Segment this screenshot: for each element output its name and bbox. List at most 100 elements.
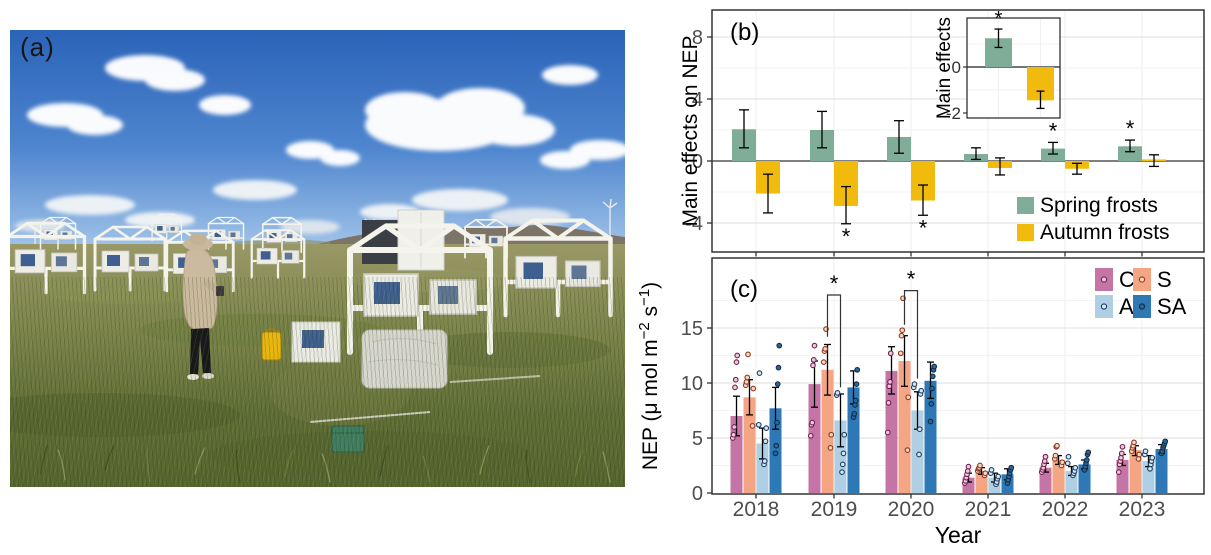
sig-asterisk: * xyxy=(842,224,851,249)
ground-pipe xyxy=(449,375,541,383)
data-point-SA-2018 xyxy=(773,442,780,449)
data-point-A-2021 xyxy=(988,467,995,473)
data-point-A-2023 xyxy=(1149,454,1156,461)
data-point-C-2020 xyxy=(887,379,893,385)
panel-c-label: (c) xyxy=(730,276,758,303)
legend-label-S: S xyxy=(1157,267,1172,292)
panel-c-chart: * * 0 5 10 15 2018 2019 2020 2021 2022 2023 Year (c) N… xyxy=(636,257,1205,548)
data-point-A-2018 xyxy=(761,458,768,464)
bar-S-2020 xyxy=(898,361,911,493)
data-point-C-2022 xyxy=(1041,458,1048,464)
tarp-covered-unit xyxy=(361,329,448,389)
shoe xyxy=(202,373,214,379)
data-point-S-2023 xyxy=(1131,439,1137,446)
data-point-A-2020 xyxy=(911,381,918,387)
bar-SA-2023 xyxy=(1155,449,1168,493)
y-tick-label: 8 xyxy=(692,27,703,49)
x-tick-label-2023: 2023 xyxy=(1119,498,1166,521)
data-point-S-2021 xyxy=(982,470,989,477)
data-point-C-2018 xyxy=(732,376,739,383)
data-point-SA-2019 xyxy=(852,402,858,408)
data-point-C-2020 xyxy=(885,399,892,406)
grass-blades xyxy=(39,445,611,483)
x-tick-label-2022: 2022 xyxy=(1042,498,1089,521)
legend-key-spring-frosts xyxy=(1017,197,1034,214)
data-point-SA-2021 xyxy=(1008,464,1015,471)
data-point-S-2019 xyxy=(828,431,835,438)
x-tick-label-2020: 2020 xyxy=(888,498,935,521)
data-point-A-2018 xyxy=(756,370,763,376)
ground-pipe xyxy=(309,411,431,423)
bar-C-2023 xyxy=(1116,460,1129,493)
panel-b-label: (b) xyxy=(730,19,759,46)
researcher xyxy=(182,233,224,380)
y-tick-label: 0 xyxy=(692,151,703,173)
panel-c-y-axis-title: NEP (μ mol m−2 s−1) xyxy=(636,282,662,470)
sig-asterisk: * xyxy=(995,8,1003,30)
sig-asterisk: * xyxy=(919,215,928,240)
instrument-box xyxy=(291,321,341,363)
inset-y-tick-label: 0 xyxy=(952,58,961,77)
bar-C-2019 xyxy=(808,384,821,493)
data-point-S-2020 xyxy=(898,332,905,339)
data-point-C-2023 xyxy=(1118,454,1124,461)
data-point-C-2018 xyxy=(731,424,738,430)
data-point-SA-2018 xyxy=(774,419,780,426)
data-point-A-2020 xyxy=(916,451,922,458)
data-point-C-2019 xyxy=(810,357,817,363)
data-point-A-2019 xyxy=(839,469,845,475)
data-point-C-2019 xyxy=(810,362,816,369)
chamber-array xyxy=(10,209,611,453)
y-tick-label: -4 xyxy=(685,213,703,235)
data-point-S-2022 xyxy=(1059,459,1066,466)
legend-label-SA: SA xyxy=(1157,294,1187,319)
legend-label-C: C xyxy=(1119,267,1135,292)
y-tick-label: 0 xyxy=(692,483,703,505)
data-point-SA-2023 xyxy=(1162,438,1169,445)
data-point-C-2019 xyxy=(807,432,814,439)
panel-c-x-axis-title: Year xyxy=(935,522,982,548)
data-point-SA-2018 xyxy=(772,450,779,457)
tarp-folds xyxy=(367,337,439,366)
y-tick-label: 4 xyxy=(692,89,703,111)
data-point-S-2018 xyxy=(744,374,751,381)
data-point-SA-2018 xyxy=(775,364,782,371)
data-point-SA-2022 xyxy=(1085,449,1092,456)
x-tick-label-2021: 2021 xyxy=(965,498,1012,521)
data-point-A-2021 xyxy=(995,473,1002,480)
data-point-A-2018 xyxy=(762,438,769,445)
data-point-SA-2018 xyxy=(774,381,781,387)
field-photo-scene xyxy=(10,30,625,487)
data-point-S-2020 xyxy=(897,350,904,357)
x-tick-label-2018: 2018 xyxy=(733,498,780,521)
panel-a-label: (a) xyxy=(20,32,55,62)
bar-S-2018 xyxy=(743,397,756,493)
data-point-A-2019 xyxy=(834,390,841,396)
data-point-C-2023 xyxy=(1119,443,1126,450)
instrument-screen xyxy=(302,330,324,348)
legend-marker-C xyxy=(1100,276,1108,283)
handheld-device xyxy=(216,286,224,296)
data-point-C-2022 xyxy=(1042,453,1049,460)
data-point-SA-2019 xyxy=(851,410,858,417)
bar-SA-2020 xyxy=(924,380,937,493)
data-point-SA-2019 xyxy=(853,381,860,387)
data-point-S-2020 xyxy=(905,394,912,401)
data-point-C-2021 xyxy=(964,468,971,474)
inset-frame xyxy=(966,17,1061,119)
data-point-A-2019 xyxy=(841,431,848,438)
data-point-C-2018 xyxy=(730,431,737,438)
data-point-S-2020 xyxy=(904,447,911,453)
data-point-C-2023 xyxy=(1115,469,1122,475)
hat-crown xyxy=(189,233,207,245)
sig-bracket-2020 xyxy=(903,290,919,379)
jacket xyxy=(182,247,218,331)
data-point-S-2018 xyxy=(743,379,750,385)
data-point-SA-2020 xyxy=(928,401,935,407)
shoe xyxy=(187,374,199,380)
data-point-A-2022 xyxy=(1064,460,1071,467)
sig-asterisk: * xyxy=(1049,118,1058,143)
data-point-S-2018 xyxy=(750,385,757,392)
panel-b-legend: Spring frosts Autumn frosts xyxy=(1017,194,1170,244)
data-point-SA-2020 xyxy=(929,385,935,392)
